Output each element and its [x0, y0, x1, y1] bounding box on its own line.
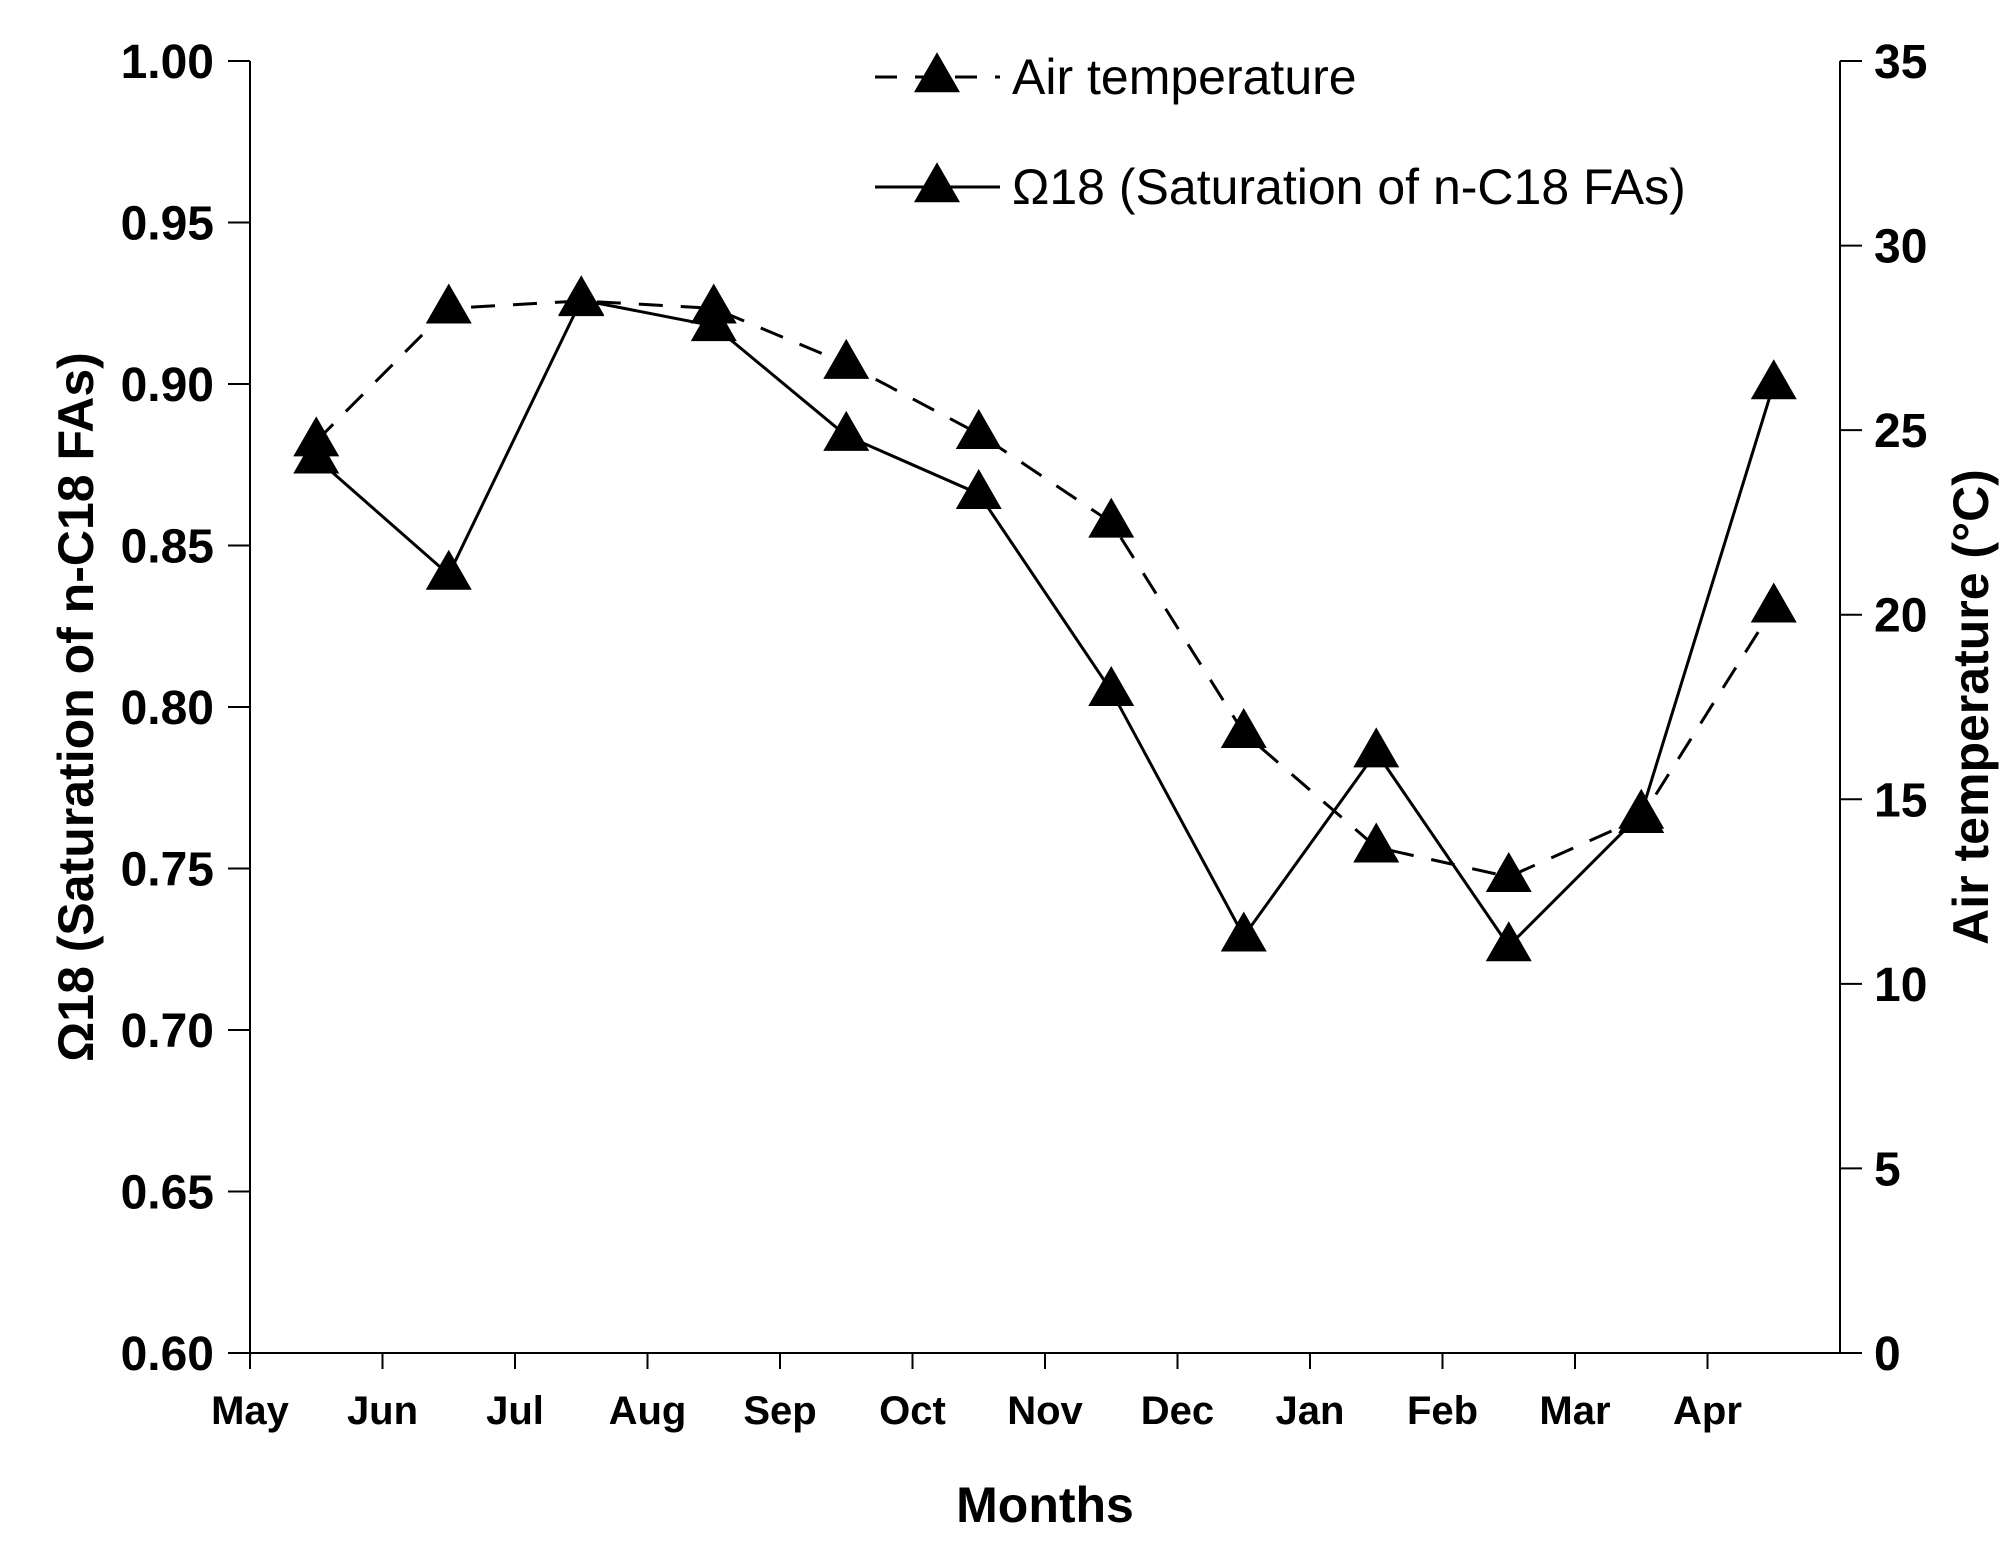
x-tick-label: Dec — [1141, 1389, 1214, 1433]
series-point-omega18 — [425, 549, 472, 590]
x-tick-label: Jul — [486, 1389, 544, 1433]
x-tick-label: Mar — [1539, 1389, 1610, 1433]
x-tick-label: Apr — [1673, 1389, 1742, 1433]
x-tick-label: Aug — [609, 1389, 687, 1433]
x-tick-label: Sep — [743, 1389, 816, 1433]
series-point-omega18 — [558, 275, 605, 316]
y-left-tick-label: 0.95 — [121, 198, 214, 251]
series-point-air-temperature — [1485, 851, 1532, 893]
series-point-omega18 — [1485, 921, 1532, 962]
y-left-tick-label: 0.75 — [121, 844, 214, 897]
series-point-air-temperature — [425, 283, 472, 324]
series-line-omega18 — [315, 298, 1776, 949]
x-tick-label: Nov — [1007, 1389, 1083, 1433]
y-left-tick-label: 0.60 — [121, 1328, 214, 1381]
y-axis-right-title: Air temperature (°C) — [1943, 469, 1999, 945]
y-right-tick-label: 10 — [1874, 959, 1927, 1012]
series-point-air-temperature — [1088, 497, 1135, 538]
series-point-omega18 — [1750, 359, 1797, 400]
series-point-air-temperature — [955, 409, 1002, 450]
series-point-omega18 — [1220, 911, 1267, 952]
y-left-tick-label: 0.85 — [121, 521, 214, 574]
legend: Air temperature Ω18 (Saturation of n-C18 … — [875, 49, 1686, 215]
series-point-omega18 — [690, 301, 737, 342]
series-point-omega18 — [955, 469, 1002, 510]
y-left-tick-label: 0.80 — [121, 682, 214, 735]
x-axis-title: Months — [956, 1477, 1134, 1533]
legend-label-air-temperature: Air temperature — [1012, 49, 1357, 105]
legend-label-omega18: Ω18 (Saturation of n-C18 FAs) — [1012, 159, 1686, 215]
series-point-omega18 — [823, 410, 870, 451]
legend-marker-omega18 — [914, 162, 960, 203]
series-point-air-temperature — [823, 338, 870, 379]
x-tick-label: May — [211, 1389, 290, 1433]
legend-marker-air-temperature — [914, 52, 960, 93]
x-tick-label: Oct — [879, 1389, 946, 1433]
series-point-omega18 — [1618, 788, 1665, 829]
x-tick-label: Jun — [347, 1389, 418, 1433]
y-axis-left-title: Ω18 (Saturation of n-C18 FAs) — [48, 352, 104, 1062]
y-left-tick-label: 1.00 — [121, 36, 214, 89]
series-point-omega18 — [1088, 666, 1135, 707]
y-right-tick-label: 20 — [1874, 590, 1927, 643]
series-point-air-temperature — [1220, 708, 1267, 749]
series-point-air-temperature — [1750, 582, 1797, 623]
x-tick-label: Jan — [1276, 1389, 1345, 1433]
series-point-omega18 — [1353, 727, 1400, 768]
y-right-tick-label: 5 — [1874, 1143, 1901, 1196]
series-point-air-temperature — [1353, 822, 1400, 863]
y-right-tick-label: 0 — [1874, 1328, 1901, 1381]
series-lines-group — [315, 298, 1776, 949]
y-left-tick-label: 0.70 — [121, 1005, 214, 1058]
y-left-tick-label: 0.65 — [121, 1167, 214, 1220]
y-right-tick-label: 30 — [1874, 221, 1927, 274]
series-point-omega18 — [293, 433, 340, 474]
y-right-tick-label: 25 — [1874, 405, 1927, 458]
axes-group: 0.60 0.65 0.70 0.75 0.80 0.85 0.90 0.95 1.00 0 5 10… — [121, 36, 1928, 1433]
series-line-air-temperature — [315, 299, 1776, 879]
y-left-tick-label: 0.90 — [121, 359, 214, 412]
y-right-tick-label: 15 — [1874, 774, 1927, 827]
y-right-tick-label: 35 — [1874, 36, 1927, 89]
x-tick-label: Feb — [1407, 1389, 1478, 1433]
series-markers-group — [293, 275, 1797, 962]
